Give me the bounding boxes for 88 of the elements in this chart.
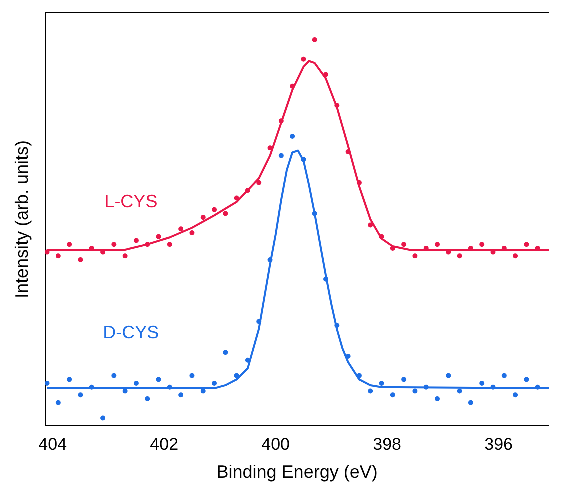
point xyxy=(178,392,184,398)
point xyxy=(412,254,418,259)
point xyxy=(290,134,296,140)
x-tick-label: 400 xyxy=(262,434,290,454)
point xyxy=(190,373,195,378)
point xyxy=(122,254,128,259)
point xyxy=(212,207,218,212)
point xyxy=(513,392,518,398)
point xyxy=(468,400,474,406)
point xyxy=(212,381,218,386)
point xyxy=(278,153,284,158)
point xyxy=(178,226,184,232)
x-tick-label: 404 xyxy=(38,434,68,454)
series-label: L-CYS xyxy=(104,191,158,212)
series-label: D-CYS xyxy=(103,322,160,343)
point xyxy=(245,188,250,194)
point xyxy=(112,242,117,248)
point xyxy=(78,392,84,398)
point xyxy=(435,242,440,248)
point xyxy=(490,384,496,390)
x-axis-title: Binding Energy (eV) xyxy=(216,462,378,482)
point xyxy=(56,400,61,406)
point xyxy=(245,358,250,363)
point xyxy=(379,234,384,240)
point xyxy=(234,373,240,378)
x-tick-label: 398 xyxy=(373,434,402,454)
point xyxy=(234,196,240,201)
x-tick-label: 396 xyxy=(484,434,514,454)
point xyxy=(390,392,396,398)
point xyxy=(535,384,540,390)
point xyxy=(290,84,296,89)
point xyxy=(346,149,351,154)
point xyxy=(424,384,429,390)
point xyxy=(112,373,117,378)
point xyxy=(402,377,407,382)
point xyxy=(356,180,362,186)
point xyxy=(46,381,50,386)
point xyxy=(167,384,172,390)
point xyxy=(156,234,162,240)
point xyxy=(268,146,273,151)
point xyxy=(56,254,61,259)
point xyxy=(145,242,150,248)
point xyxy=(334,323,340,328)
point xyxy=(368,222,374,228)
point xyxy=(134,238,139,244)
point xyxy=(89,384,94,390)
point xyxy=(256,180,262,186)
point xyxy=(256,319,262,324)
point xyxy=(435,396,440,402)
point xyxy=(278,118,284,124)
point xyxy=(268,258,273,263)
point xyxy=(346,354,351,360)
point xyxy=(524,377,530,382)
point xyxy=(480,381,485,386)
point xyxy=(312,211,318,216)
point xyxy=(334,103,340,108)
point xyxy=(368,388,374,394)
point xyxy=(457,388,462,394)
point xyxy=(301,157,306,162)
point xyxy=(167,242,172,248)
point xyxy=(67,242,72,248)
point xyxy=(312,38,318,43)
point xyxy=(134,381,139,386)
point xyxy=(457,254,462,259)
point xyxy=(200,215,206,220)
point xyxy=(301,56,306,62)
point xyxy=(480,242,485,248)
point xyxy=(78,258,84,263)
point xyxy=(502,373,507,378)
point xyxy=(145,396,150,402)
point xyxy=(513,254,518,259)
point xyxy=(46,250,50,255)
point xyxy=(446,373,452,378)
point xyxy=(379,381,384,386)
point xyxy=(412,388,418,394)
point xyxy=(524,242,530,248)
point xyxy=(324,276,329,282)
point xyxy=(67,377,72,382)
point xyxy=(324,72,329,78)
point xyxy=(356,373,362,378)
point xyxy=(223,350,228,356)
point xyxy=(223,211,228,216)
y-axis-title: Intensity (arb. units) xyxy=(12,140,32,299)
point xyxy=(190,230,195,236)
point xyxy=(156,377,162,382)
point xyxy=(402,242,407,248)
point xyxy=(100,416,106,421)
x-tick-label: 402 xyxy=(150,434,179,454)
